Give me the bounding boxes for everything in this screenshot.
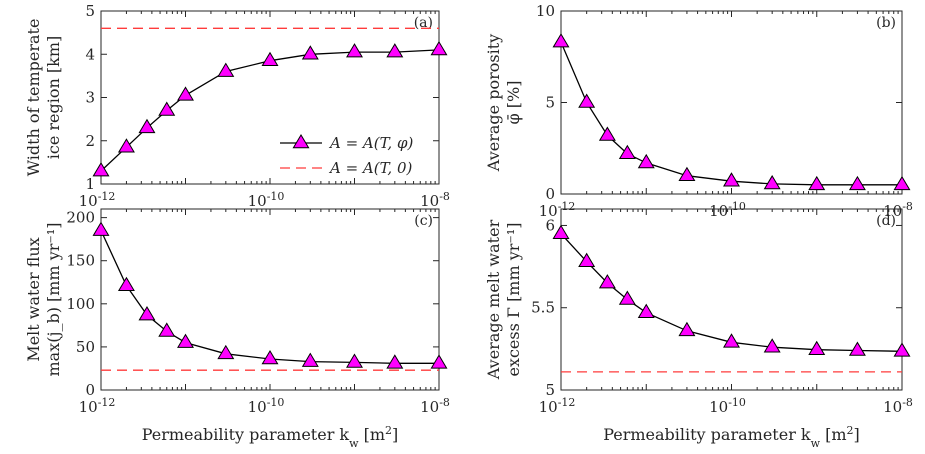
- panel-tag: (a): [414, 15, 433, 31]
- panel-d: 10-12 10-10 10-8 5 5.5 6 (d) Average melt water…: [484, 208, 913, 450]
- y-tick-label: 2: [85, 132, 95, 150]
- series-line: [560, 41, 902, 186]
- data-point: [808, 340, 826, 355]
- panel-tag: (c): [414, 213, 433, 229]
- data-point: [578, 93, 596, 108]
- legend-entry: A = A(T, φ): [328, 134, 413, 152]
- data-point: [301, 45, 319, 60]
- panel-c: 10-12 10-10 10-8 0 50 100 150 200 (c) Melt water …: [24, 208, 450, 450]
- data-point: [346, 353, 363, 368]
- x-tick-label: 10-10: [248, 190, 285, 211]
- data-point: [261, 349, 279, 365]
- data-point: [618, 144, 636, 160]
- data-point: [386, 354, 404, 369]
- data-point: [430, 354, 448, 369]
- data-point: [678, 321, 696, 337]
- data-point: [848, 341, 866, 356]
- y-tick-label: 5: [85, 2, 95, 20]
- series-line: [100, 230, 439, 364]
- x-tick-label: 10-10: [709, 396, 746, 417]
- y-axis-label: max(j_b) [mm yr⁻¹]: [44, 223, 63, 377]
- x-tick-label: 10-8: [420, 190, 450, 211]
- data-point: [893, 175, 911, 191]
- data-point: [578, 252, 596, 267]
- data-point: [637, 303, 655, 318]
- data-point: [92, 221, 110, 236]
- data-point: [893, 342, 911, 357]
- x-axis-label: Permeability parameter kw [m2]: [603, 424, 860, 450]
- x-axis-label: Permeability parameter kw [m2]: [142, 424, 399, 450]
- y-axis-label: Average porosity: [484, 34, 503, 172]
- legend-entry: A = A(T, 0): [328, 159, 413, 177]
- data-point: [301, 352, 319, 367]
- legend-marker: [292, 134, 310, 149]
- y-tick-label: 5.5: [531, 299, 555, 317]
- panel-tag: (b): [876, 15, 896, 31]
- y-tick-label: 150: [66, 252, 95, 270]
- data-point: [117, 138, 135, 153]
- data-point: [217, 62, 235, 77]
- data-point: [138, 118, 156, 134]
- x-tick-label: 10-8: [883, 396, 913, 417]
- data-point: [177, 86, 194, 101]
- y-tick-label: 50: [76, 338, 95, 356]
- data-point: [158, 322, 176, 337]
- data-point: [346, 43, 363, 58]
- y-tick-label: 0: [85, 381, 95, 399]
- axes-box: [560, 208, 903, 391]
- data-point: [117, 276, 135, 292]
- data-point: [217, 344, 235, 360]
- y-tick-label: 6: [545, 216, 555, 234]
- x-tick-label: 10-12: [539, 200, 576, 221]
- data-point: [808, 175, 826, 191]
- data-point: [723, 172, 740, 187]
- x-tick-label: 10-12: [79, 396, 116, 417]
- data-point: [177, 333, 194, 348]
- axes-box: [560, 10, 903, 195]
- data-point: [598, 126, 616, 141]
- data-point: [92, 162, 110, 177]
- y-axis-label: excess Γ [mm yr⁻¹]: [504, 222, 523, 376]
- data-point: [430, 40, 448, 56]
- data-point: [598, 274, 616, 289]
- y-tick-label: 4: [85, 45, 95, 63]
- y-tick-label: 10: [536, 2, 555, 20]
- panel-tag: (d): [876, 213, 896, 229]
- x-tick-label: 10-8: [420, 396, 450, 417]
- panel-a: 10-12 10-10 10-8 1 2 3 4 5 (a) Width of temperate…: [24, 2, 450, 210]
- y-axis-label: φ̄ [%]: [504, 81, 523, 125]
- x-tick-label: 10-12: [539, 396, 576, 417]
- legend: A = A(T, φ) A = A(T, 0): [280, 134, 413, 177]
- data-point: [637, 153, 655, 169]
- x-tick-label: 10-12: [79, 190, 116, 211]
- data-point: [552, 224, 570, 239]
- y-tick-label: 100: [66, 295, 95, 313]
- y-axis-label: ice region [km]: [44, 36, 63, 159]
- y-axis-label: Melt water flux: [24, 237, 43, 361]
- data-point: [261, 51, 279, 67]
- series-line: [100, 49, 440, 172]
- y-tick-label: 0: [545, 185, 555, 203]
- y-axis-label: Average melt water: [484, 219, 503, 380]
- data-point: [552, 33, 570, 48]
- data-point: [763, 174, 781, 190]
- y-tick-label: 5: [545, 94, 555, 112]
- y-tick-label: 5: [545, 381, 555, 399]
- data-point: [386, 43, 404, 58]
- y-tick-label: 1: [85, 175, 95, 193]
- x-tick-label: 10-10: [248, 396, 285, 417]
- y-axis-label: Width of temperate: [24, 19, 43, 177]
- data-point: [158, 101, 176, 116]
- data-point: [618, 290, 636, 305]
- data-point: [138, 306, 156, 321]
- data-point: [848, 175, 866, 191]
- data-point: [678, 166, 696, 181]
- data-point: [723, 333, 740, 348]
- data-point: [763, 338, 781, 353]
- y-tick-label: 3: [85, 89, 95, 107]
- y-tick-label: 200: [66, 209, 95, 227]
